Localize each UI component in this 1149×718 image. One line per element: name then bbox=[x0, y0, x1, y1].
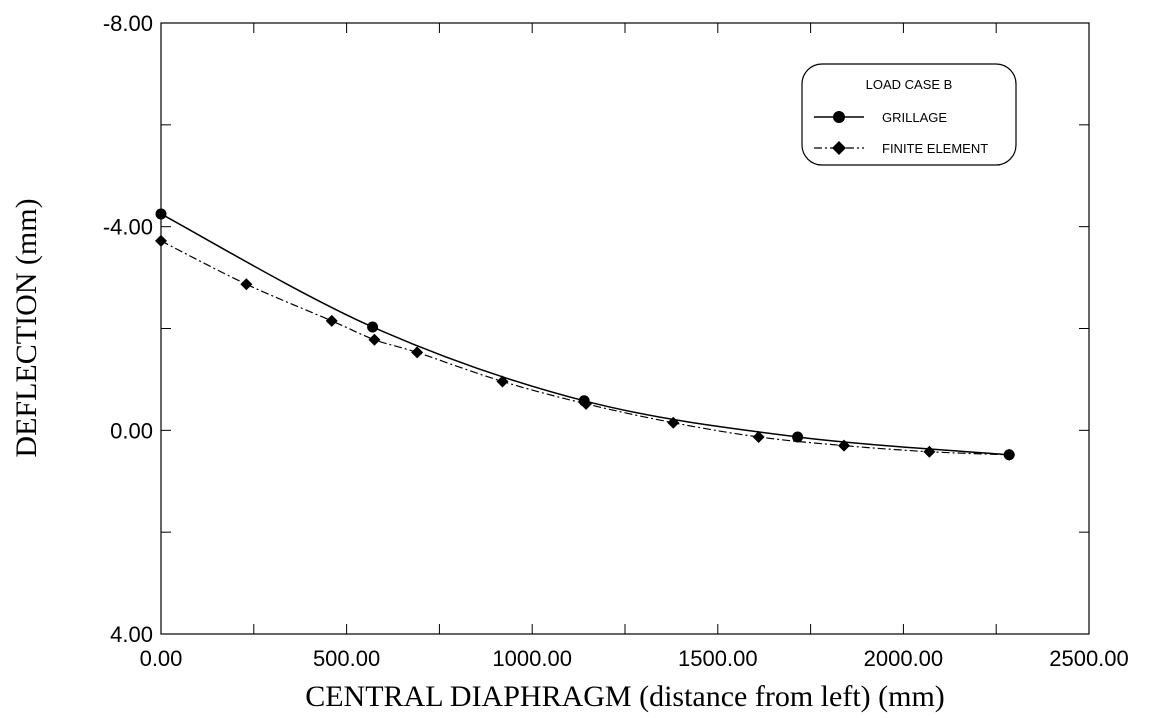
finite-element-point bbox=[411, 346, 424, 359]
legend-grillage-label: GRILLAGE bbox=[882, 110, 947, 125]
series-grillage-line bbox=[160, 213, 1010, 456]
finite-element-point bbox=[580, 397, 593, 410]
finite-element-point bbox=[155, 234, 167, 247]
series-markers bbox=[155, 208, 1016, 461]
grillage-point bbox=[367, 321, 379, 333]
grillage-point bbox=[155, 208, 167, 220]
x-tick-label: 1500.00 bbox=[678, 646, 758, 671]
legend-fe-marker bbox=[832, 141, 846, 155]
y-tick-label: 4.00 bbox=[110, 622, 153, 647]
y-tick-label: -4.00 bbox=[103, 215, 153, 240]
y-tick-label: -8.00 bbox=[103, 11, 153, 36]
finite-element-point bbox=[368, 333, 381, 346]
finite-element-point bbox=[838, 439, 851, 452]
series-lines bbox=[160, 213, 1010, 456]
x-tick-label: 500.00 bbox=[313, 646, 380, 671]
finite-element-point bbox=[923, 445, 936, 458]
legend-fe-label: FINITE ELEMENT bbox=[882, 141, 988, 156]
finite-element-point bbox=[496, 375, 509, 388]
axis-ticks bbox=[161, 23, 1089, 634]
legend-grillage-marker bbox=[833, 111, 845, 123]
x-tick-label: 0.00 bbox=[140, 646, 183, 671]
x-tick-label: 2000.00 bbox=[864, 646, 944, 671]
y-tick-label: 0.00 bbox=[110, 418, 153, 443]
axis-tick-labels: 0.00 500.00 1000.00 1500.00 2000.00 2500.00 -8… bbox=[103, 11, 1129, 671]
grillage-point bbox=[792, 431, 804, 443]
finite-element-point bbox=[752, 430, 765, 443]
y-axis-title: DEFLECTION (mm) bbox=[10, 198, 43, 457]
legend: LOAD CASE B GRILLAGE FINITE ELEMENT bbox=[801, 63, 1017, 166]
x-axis-title: CENTRAL DIAPHRAGM (distance from left) (… bbox=[305, 680, 945, 713]
series-finite-element-line bbox=[160, 240, 1010, 456]
finite-element-point bbox=[667, 416, 680, 429]
x-tick-label: 2500.00 bbox=[1049, 646, 1129, 671]
finite-element-point bbox=[240, 278, 253, 291]
legend-box bbox=[801, 63, 1017, 166]
finite-element-point bbox=[325, 314, 338, 327]
legend-title: LOAD CASE B bbox=[866, 77, 953, 92]
finite-element-point bbox=[1003, 448, 1016, 461]
x-tick-label: 1000.00 bbox=[492, 646, 572, 671]
